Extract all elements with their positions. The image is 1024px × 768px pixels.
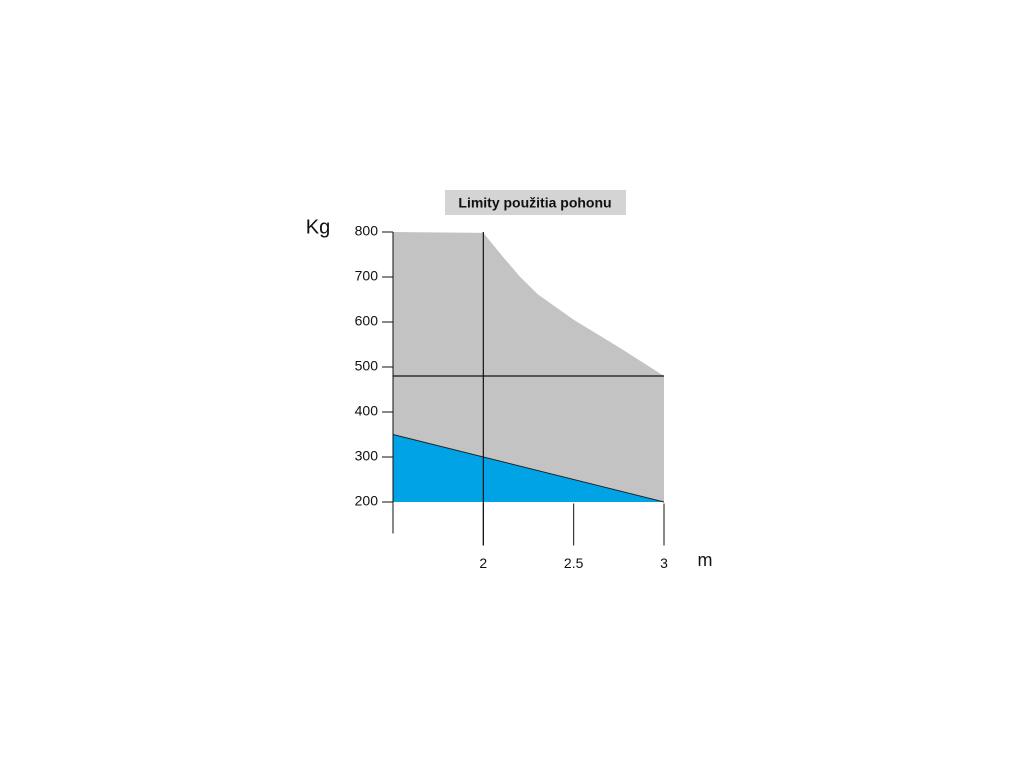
- y-tick-label: 200: [355, 493, 379, 509]
- chart-title: Limity použitia pohonu: [458, 195, 611, 211]
- area: [393, 232, 664, 502]
- x-tick-label: 2: [479, 555, 487, 571]
- x-axis-label: m: [698, 550, 713, 570]
- title-background: [445, 190, 626, 215]
- y-tick-label: 800: [355, 223, 379, 239]
- y-tick-label: 300: [355, 448, 379, 464]
- y-axis-label: Kg: [306, 216, 330, 238]
- y-tick-label: 500: [355, 358, 379, 374]
- y-tick-label: 600: [355, 313, 379, 329]
- area-edge: [392, 434, 665, 503]
- y-tick-label: 400: [355, 403, 379, 419]
- y-tick-label: 700: [355, 268, 379, 284]
- x-tick-label: 2.5: [564, 555, 584, 571]
- x-tick-label: 3: [660, 555, 668, 571]
